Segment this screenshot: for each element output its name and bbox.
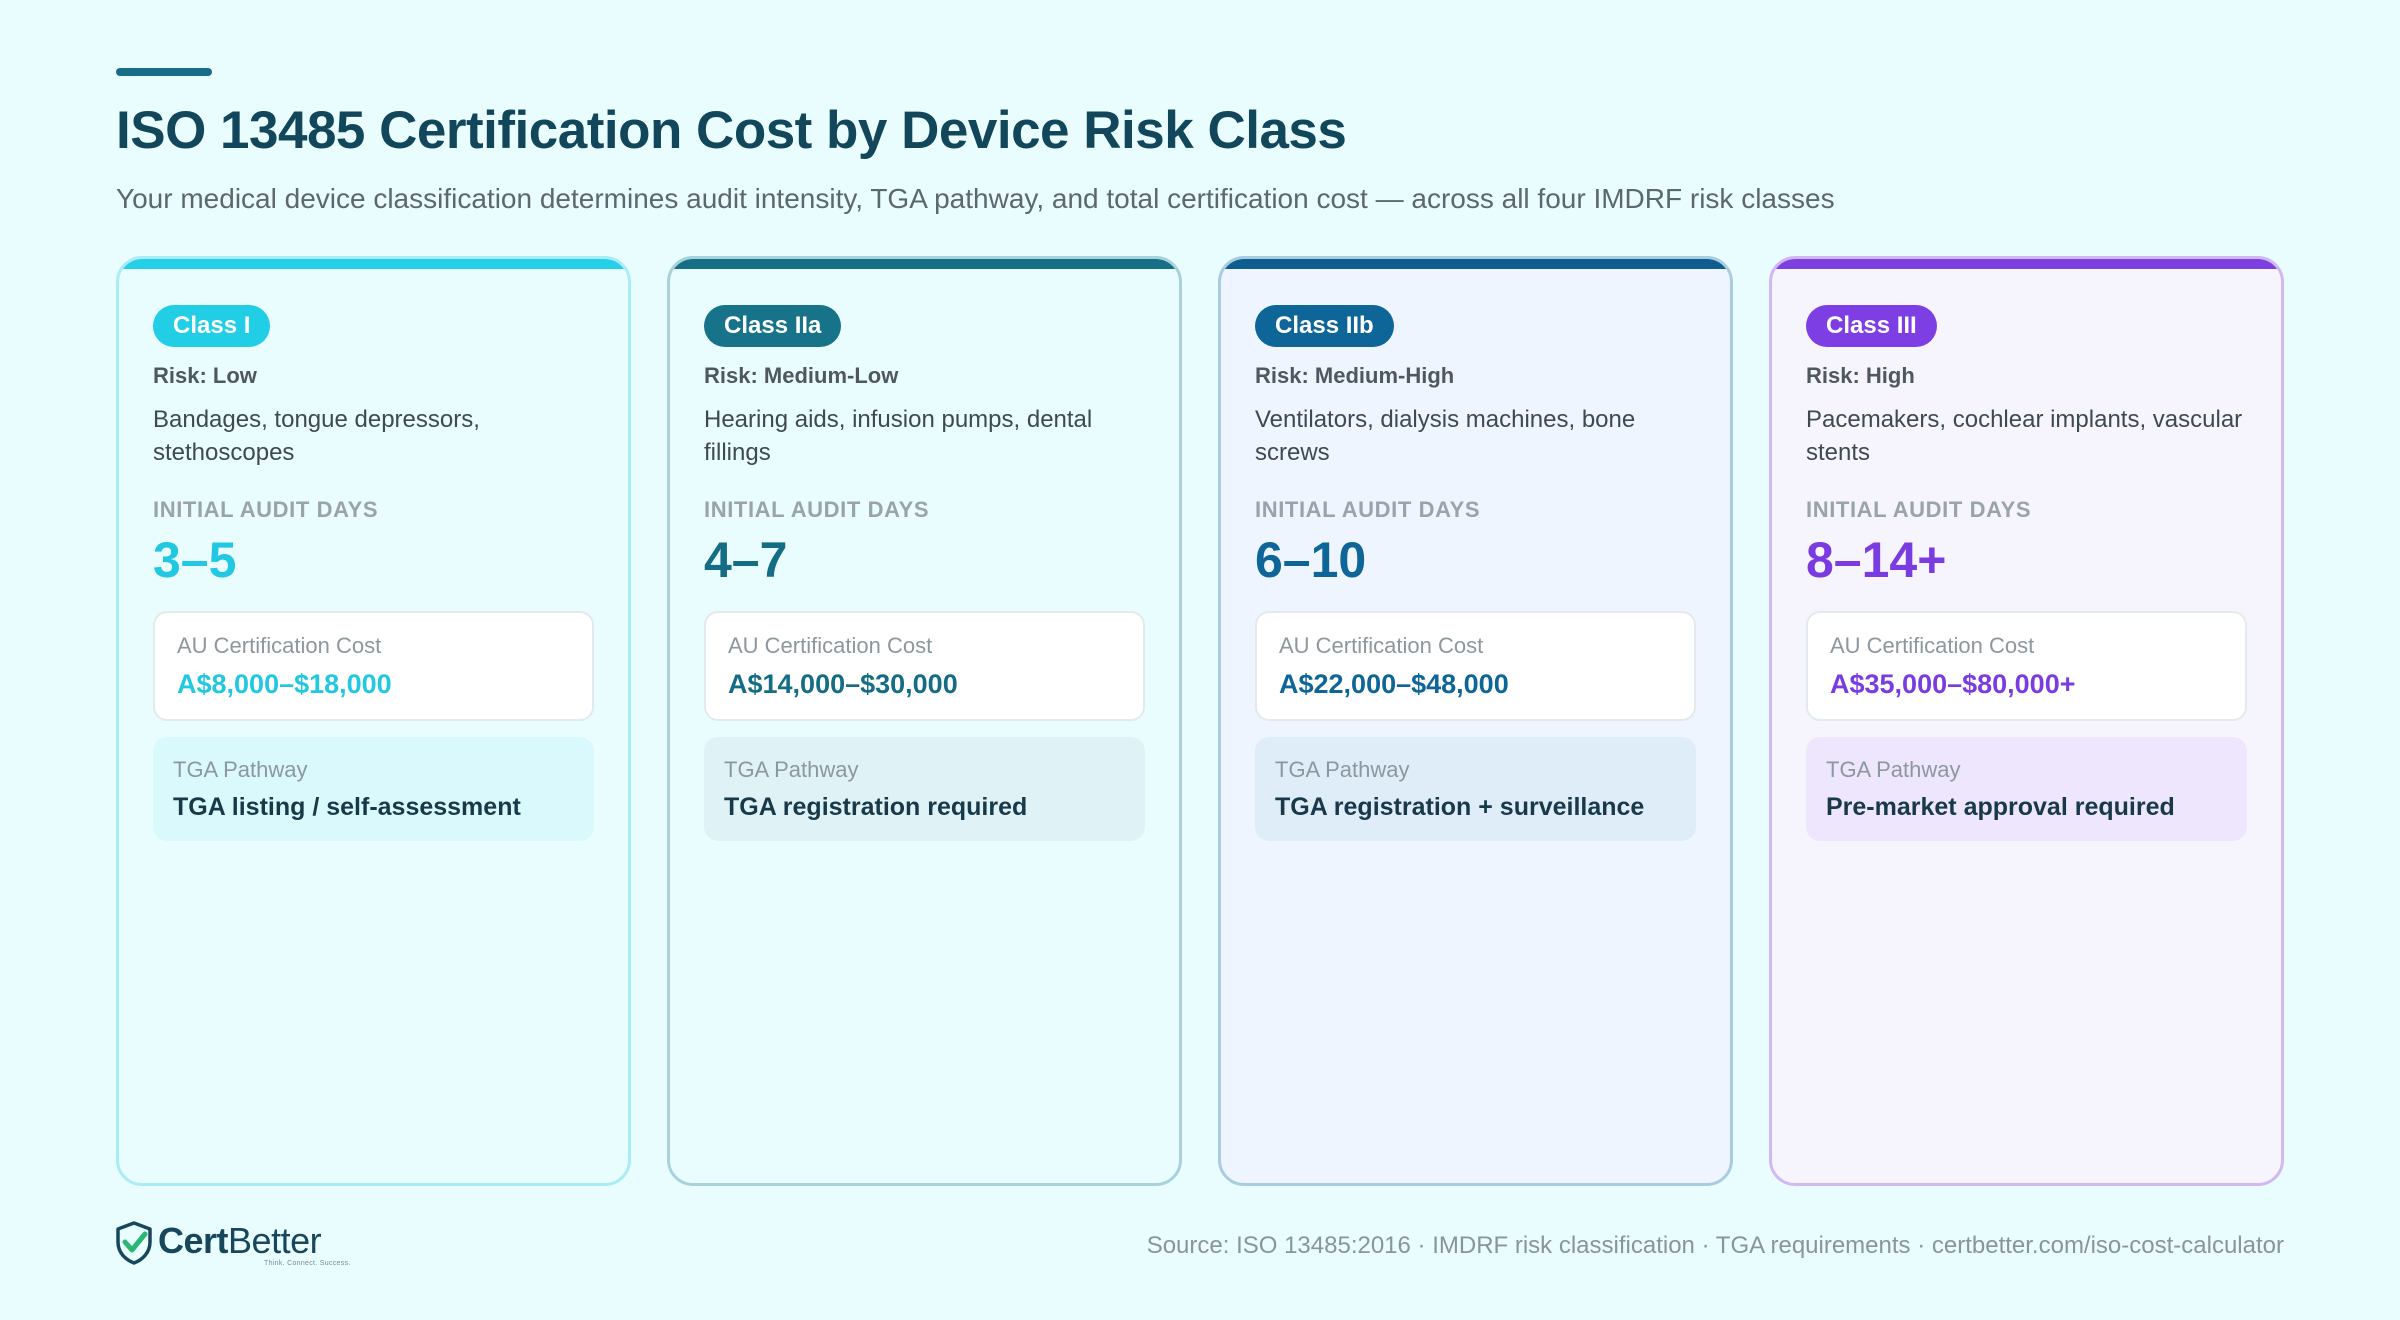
pathway-box: TGA Pathway TGA listing / self-assessmen… (153, 737, 594, 841)
device-examples: Ventilators, dialysis machines, bone scr… (1255, 406, 1636, 466)
device-examples: Pacemakers, cochlear implants, vascular … (1806, 406, 2243, 466)
pathway-box: TGA Pathway TGA registration required (704, 737, 1145, 841)
pathway-value: Pre-market approval required (1826, 793, 2175, 821)
cost-label: AU Certification Cost (1279, 633, 1484, 658)
card-accent-line (1772, 259, 2281, 269)
pathway-label: TGA Pathway (1275, 757, 1410, 782)
audit-days-value: 3–5 (153, 532, 237, 588)
certbetter-logo: CertBetter Think. Connect. Success. (114, 1220, 351, 1270)
logo-word-light: Better (228, 1220, 322, 1261)
cost-label: AU Certification Cost (1830, 633, 2035, 658)
device-examples: Hearing aids, infusion pumps, dental fil… (704, 406, 1093, 466)
pathway-value: TGA listing / self-assessment (173, 793, 521, 821)
audit-days-label: INITIAL AUDIT DAYS (1255, 497, 1481, 522)
cost-value: A$22,000–$48,000 (1279, 669, 1509, 699)
risk-level: Risk: Medium-High (1255, 363, 1455, 388)
pathway-value: TGA registration + surveillance (1275, 793, 1645, 821)
risk-level: Risk: Medium-Low (704, 363, 899, 388)
device-examples: Bandages, tongue depressors, stethoscope… (153, 406, 480, 466)
audit-days-label: INITIAL AUDIT DAYS (153, 497, 379, 522)
title-accent-bar (116, 68, 212, 76)
cost-label: AU Certification Cost (177, 633, 382, 658)
card-accent-line (670, 259, 1179, 269)
cost-box: AU Certification Cost A$14,000–$30,000 (704, 611, 1145, 721)
logo-word-bold: Cert (158, 1220, 229, 1261)
risk-class-cards: Class I Risk: Low Bandages, tongue depre… (116, 256, 2284, 1186)
cost-label: AU Certification Cost (728, 633, 933, 658)
card-class-iii: Class III Risk: High Pacemakers, cochlea… (1769, 256, 2284, 1186)
pathway-value: TGA registration required (724, 793, 1028, 821)
audit-days-label: INITIAL AUDIT DAYS (704, 497, 930, 522)
pathway-label: TGA Pathway (173, 757, 308, 782)
pathway-label: TGA Pathway (724, 757, 859, 782)
card-class-iib: Class IIb Risk: Medium-High Ventilators,… (1218, 256, 1733, 1186)
audit-days-value: 8–14+ (1806, 532, 1947, 588)
audit-days-label: INITIAL AUDIT DAYS (1806, 497, 2032, 522)
cost-box: AU Certification Cost A$8,000–$18,000 (153, 611, 594, 721)
class-badge: Class IIb (1255, 305, 1394, 347)
card-class-iia: Class IIa Risk: Medium-Low Hearing aids,… (667, 256, 1182, 1186)
class-badge: Class I (153, 305, 271, 347)
audit-days-value: 6–10 (1255, 532, 1367, 588)
page-subtitle: Your medical device classification deter… (116, 183, 1835, 214)
card-accent-line (119, 259, 628, 269)
card-class-i: Class I Risk: Low Bandages, tongue depre… (116, 256, 631, 1186)
pathway-label: TGA Pathway (1826, 757, 1961, 782)
risk-level: Risk: High (1806, 363, 1915, 388)
class-badge: Class III (1806, 305, 1937, 347)
cost-box: AU Certification Cost A$35,000–$80,000+ (1806, 611, 2247, 721)
cost-box: AU Certification Cost A$22,000–$48,000 (1255, 611, 1696, 721)
pathway-box: TGA Pathway TGA registration + surveilla… (1255, 737, 1696, 841)
cost-value: A$8,000–$18,000 (177, 669, 392, 699)
source-note: Source: ISO 13485:2016 · IMDRF risk clas… (1146, 1232, 2284, 1259)
page-title: ISO 13485 Certification Cost by Device R… (116, 101, 1347, 160)
cost-value: A$14,000–$30,000 (728, 669, 958, 699)
card-accent-line (1221, 259, 1730, 269)
class-badge: Class IIa (704, 305, 842, 347)
pathway-box: TGA Pathway Pre-market approval required (1806, 737, 2247, 841)
audit-days-value: 4–7 (704, 532, 788, 588)
logo-tagline: Think. Connect. Success. (264, 1260, 351, 1267)
cost-value: A$35,000–$80,000+ (1830, 669, 2076, 699)
risk-level: Risk: Low (153, 363, 257, 388)
shield-check-icon (114, 1220, 154, 1271)
